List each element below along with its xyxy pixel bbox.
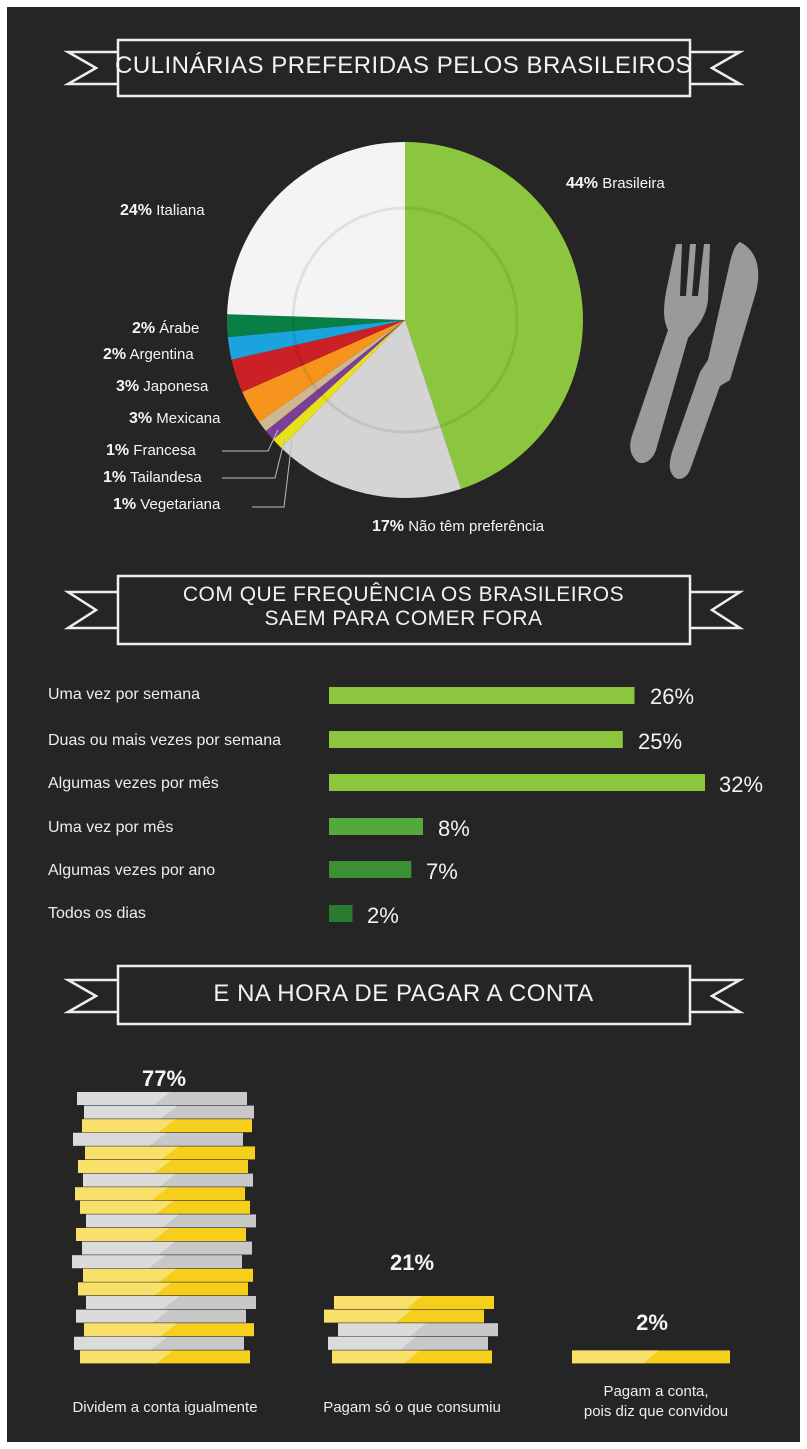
coin-stack-1-coin-6 <box>78 1282 248 1296</box>
pie-label-japonesa: 3% Japonesa <box>116 378 209 395</box>
pie-slice-nao-tem-preferencia <box>281 320 462 498</box>
coin-stack-1-coin-8 <box>72 1255 242 1269</box>
coin-stack-1-coin-5 <box>86 1296 256 1309</box>
freq-bar-algumas-vezes-por-mes <box>329 774 705 791</box>
pie-label-vegetariana: 1% Vegetariana <box>113 496 221 513</box>
pie-label-tailandesa: 1% Tailandesa <box>103 469 202 486</box>
banner-1-frame <box>116 38 692 98</box>
coin-stack-1-coin-13 <box>75 1187 245 1201</box>
bar-value-uma-vez-mes: 8% <box>438 816 470 841</box>
banner-3-right-tail <box>690 978 745 1014</box>
banner-2-frame <box>116 574 692 646</box>
banner-1-left-tail <box>63 50 118 86</box>
pie-label-argentina: 2% Argentina <box>103 346 194 363</box>
section-1-title: CULINÁRIAS PREFERIDAS PELOS BRASILEIROS <box>115 52 692 79</box>
coin-stack-1-coin-11 <box>86 1214 256 1228</box>
coin-stack-1-coin-18 <box>82 1119 252 1133</box>
coin-pct-pagam-convidou: 2% <box>636 1310 668 1335</box>
coin-pct-pagam-consumo: 21% <box>389 1250 435 1275</box>
coin-label-pagam-convidou: Pagam a conta, pois diz que convidou <box>540 1382 772 1422</box>
coin-label-pagam-consumo: Pagam só o que consumiu <box>323 1399 501 1416</box>
coin-stack-1-coin-19 <box>84 1105 254 1119</box>
coin-pct-dividem: 77% <box>141 1066 187 1091</box>
plate-rim <box>291 206 519 434</box>
coin-label-convidou-line-1: Pagam a conta, <box>603 1383 709 1400</box>
cuisine-pie-chart <box>222 142 583 508</box>
banner-2-left-tail <box>63 590 118 630</box>
coin-stack-1-coin-12 <box>80 1200 250 1214</box>
coin-stack-1-coin-15 <box>78 1160 248 1173</box>
pie-slice-arabe <box>226 314 405 338</box>
freq-bar-algumas-vezes-por-ano <box>329 861 412 878</box>
freq-bar-duas-ou-mais-vezes-por-semana <box>329 731 623 748</box>
pie-slice-japonesa <box>231 320 405 393</box>
pie-label-mexicana: 3% Mexicana <box>129 410 221 427</box>
freq-bar-todos-os-dias <box>329 905 353 922</box>
knife-icon <box>669 242 759 479</box>
bar-value-algumas-vezes-ano: 7% <box>426 859 458 884</box>
leader-line-1 <box>222 429 279 452</box>
bar-label-algumas-vezes-ano: Algumas vezes por ano <box>48 862 216 879</box>
coin-stack-2-coin-3 <box>338 1323 498 1337</box>
coin-label-convidou-line-2: pois diz que convidou <box>583 1403 729 1420</box>
bar-value-algumas-vezes-mes: 32% <box>719 772 764 797</box>
bar-label-uma-vez-mes: Uma vez por mês <box>48 819 174 836</box>
section-2-title-line-1: COM QUE FREQUÊNCIA OS BRASILEIROS <box>182 583 625 606</box>
banner-3-frame <box>116 964 692 1026</box>
bar-label-todos-os-dias: Todos os dias <box>48 905 146 922</box>
coin-label-dividem: Dividem a conta igualmente <box>72 1399 258 1416</box>
freq-bar-uma-vez-por-semana <box>329 687 635 704</box>
freq-bar-uma-vez-por-mes <box>329 818 423 835</box>
pie-label-italiana: 24% Italiana <box>120 202 205 219</box>
banner-3-left-tail <box>63 978 118 1014</box>
coin-stack-1-coin-10 <box>76 1228 246 1241</box>
pie-label-francesa: 1% Francesa <box>106 442 196 459</box>
fork-knife-icon <box>630 242 759 479</box>
pie-slice-italiana <box>227 142 405 320</box>
coin-stack-3-coin-1 <box>572 1350 730 1364</box>
coin-stack-2-coin-5 <box>334 1296 494 1309</box>
bar-value-todos-os-dias: 2% <box>367 903 399 928</box>
pie-slice-argentina <box>227 320 405 360</box>
pie-label-arabe: 2% Árabe <box>132 320 200 337</box>
coin-stack-2-coin-2 <box>328 1336 488 1350</box>
section-3-title: E NA HORA DE PAGAR A CONTA <box>213 980 594 1007</box>
bar-value-duas-ou-mais: 25% <box>638 729 683 754</box>
leader-line-3 <box>252 439 293 508</box>
pie-label-sem-preferencia: 17% Não têm preferência <box>372 518 545 535</box>
pie-label-brasileira: 44% Brasileira <box>566 175 665 192</box>
coin-stack-1-coin-17 <box>73 1132 243 1146</box>
pie-slice-vegetariana <box>273 320 405 448</box>
fork-icon <box>630 244 710 464</box>
bar-label-uma-vez-semana: Uma vez por semana <box>48 686 201 703</box>
coin-stack-1-coin-7 <box>83 1268 253 1282</box>
section-2-title: COM QUE FREQUÊNCIA OS BRASILEIROS SAEM P… <box>0 583 807 631</box>
coin-stack-1-coin-1 <box>80 1350 250 1364</box>
coin-stack-1-coin-2 <box>74 1336 244 1350</box>
coin-stack-1-coin-4 <box>76 1309 246 1323</box>
coin-stacks-chart <box>72 1092 730 1364</box>
coin-stack-2-coin-1 <box>332 1350 492 1364</box>
coin-stack-1-coin-16 <box>85 1146 255 1160</box>
coin-stack-2-coin-4 <box>324 1309 484 1323</box>
banner-1-right-tail <box>690 50 745 86</box>
bar-label-duas-ou-mais: Duas ou mais vezes por semana <box>48 732 281 749</box>
section-2-title-line-2: SAEM PARA COMER FORA <box>264 607 543 630</box>
pie-slice-tailandesa <box>265 320 405 440</box>
frequency-bar-chart <box>329 687 705 922</box>
coin-stack-1-coin-3 <box>84 1323 254 1337</box>
bar-value-uma-vez-semana: 26% <box>650 684 695 709</box>
coin-stack-1-coin-14 <box>83 1173 253 1187</box>
banner-2-right-tail <box>690 590 745 630</box>
coin-stack-1-coin-9 <box>82 1241 252 1255</box>
bar-label-algumas-vezes-mes: Algumas vezes por mês <box>48 775 219 792</box>
pie-slice-mexicana <box>242 320 405 422</box>
leader-line-2 <box>222 437 286 479</box>
pie-slice-brasileira <box>405 142 583 489</box>
pie-slice-francesa <box>259 320 405 431</box>
coin-stack-1-coin-20 <box>77 1092 247 1105</box>
